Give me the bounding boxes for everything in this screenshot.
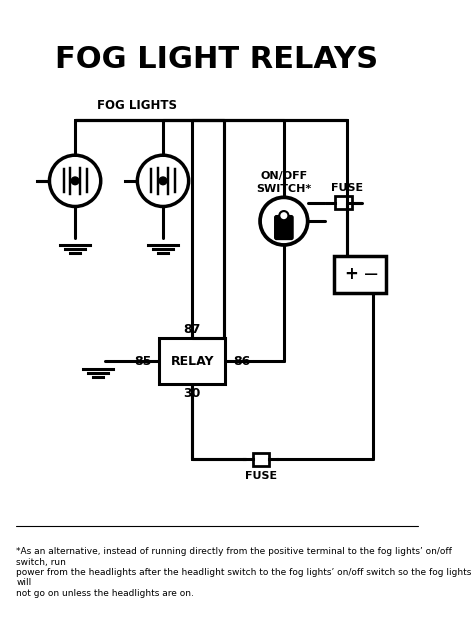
FancyBboxPatch shape	[275, 216, 293, 239]
Text: −: −	[363, 265, 379, 284]
Text: RELAY: RELAY	[171, 355, 214, 368]
Circle shape	[279, 211, 289, 220]
Text: 87: 87	[183, 323, 201, 336]
Circle shape	[71, 177, 79, 185]
Text: *As an alternative, instead of running directly from the positive terminal to th: *As an alternative, instead of running d…	[17, 547, 472, 598]
Bar	[334, 256, 385, 292]
Text: FOG LIGHT RELAYS: FOG LIGHT RELAYS	[55, 45, 379, 73]
Text: 85: 85	[134, 355, 152, 368]
Text: +: +	[344, 265, 358, 283]
Text: FUSE: FUSE	[331, 183, 363, 193]
Text: ON/OFF
SWITCH*: ON/OFF SWITCH*	[256, 172, 311, 194]
Bar	[335, 197, 352, 209]
Text: FUSE: FUSE	[245, 471, 277, 481]
Text: 30: 30	[183, 387, 201, 400]
Text: FOG LIGHTS: FOG LIGHTS	[97, 100, 177, 112]
Text: 86: 86	[233, 355, 250, 368]
Circle shape	[159, 177, 167, 185]
Bar	[253, 453, 269, 466]
Bar	[159, 338, 225, 384]
